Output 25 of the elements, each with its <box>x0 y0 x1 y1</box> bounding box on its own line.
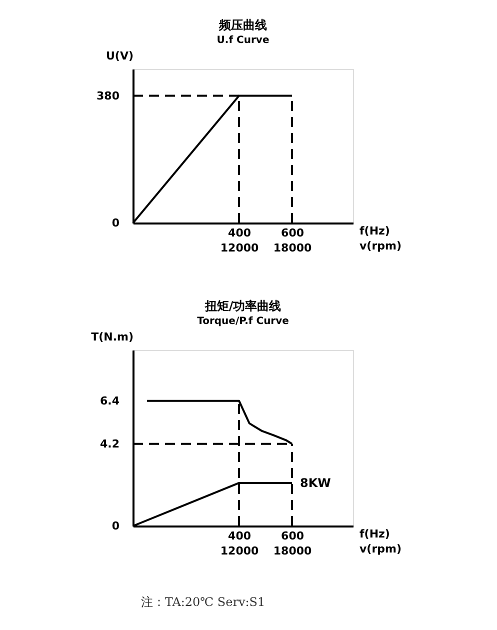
x2-axis-title: v(rpm) <box>360 542 402 556</box>
y-tick-label: 4.2 <box>100 437 120 450</box>
y-tick-label: 0 <box>112 216 120 230</box>
x-axis-title: f(Hz) <box>360 528 390 540</box>
x2-axis-title: v(rpm) <box>360 240 402 252</box>
chart-subtitle: U.f Curve <box>216 35 270 46</box>
y-tick-label: 380 <box>96 89 120 102</box>
annotation: 8KW <box>300 476 331 490</box>
chart-title: 扭矩/功率曲线 <box>204 299 282 313</box>
chart-title: 频压曲线 <box>218 18 267 32</box>
x-axis-title: f(Hz) <box>360 224 390 238</box>
x2-tick-label: 18000 <box>273 242 312 254</box>
x-tick-label: 600 <box>281 530 304 542</box>
y-axis-title: U(V) <box>106 50 134 62</box>
x-tick-label: 400 <box>228 226 252 240</box>
x-tick-label: 400 <box>228 530 252 542</box>
x2-tick-label: 12000 <box>220 242 259 254</box>
x2-tick-label: 12000 <box>220 544 259 558</box>
x2-tick-label: 18000 <box>273 544 312 558</box>
y-tick-label: 6.4 <box>100 394 120 408</box>
y-tick-label: 0 <box>112 520 120 532</box>
y-axis-title: T(N.m) <box>91 330 134 344</box>
text: 注：TA:20℃ Serv:S1 <box>140 595 266 609</box>
chart-subtitle: Torque/P.f Curve <box>197 316 290 327</box>
x-tick-label: 600 <box>281 226 304 240</box>
